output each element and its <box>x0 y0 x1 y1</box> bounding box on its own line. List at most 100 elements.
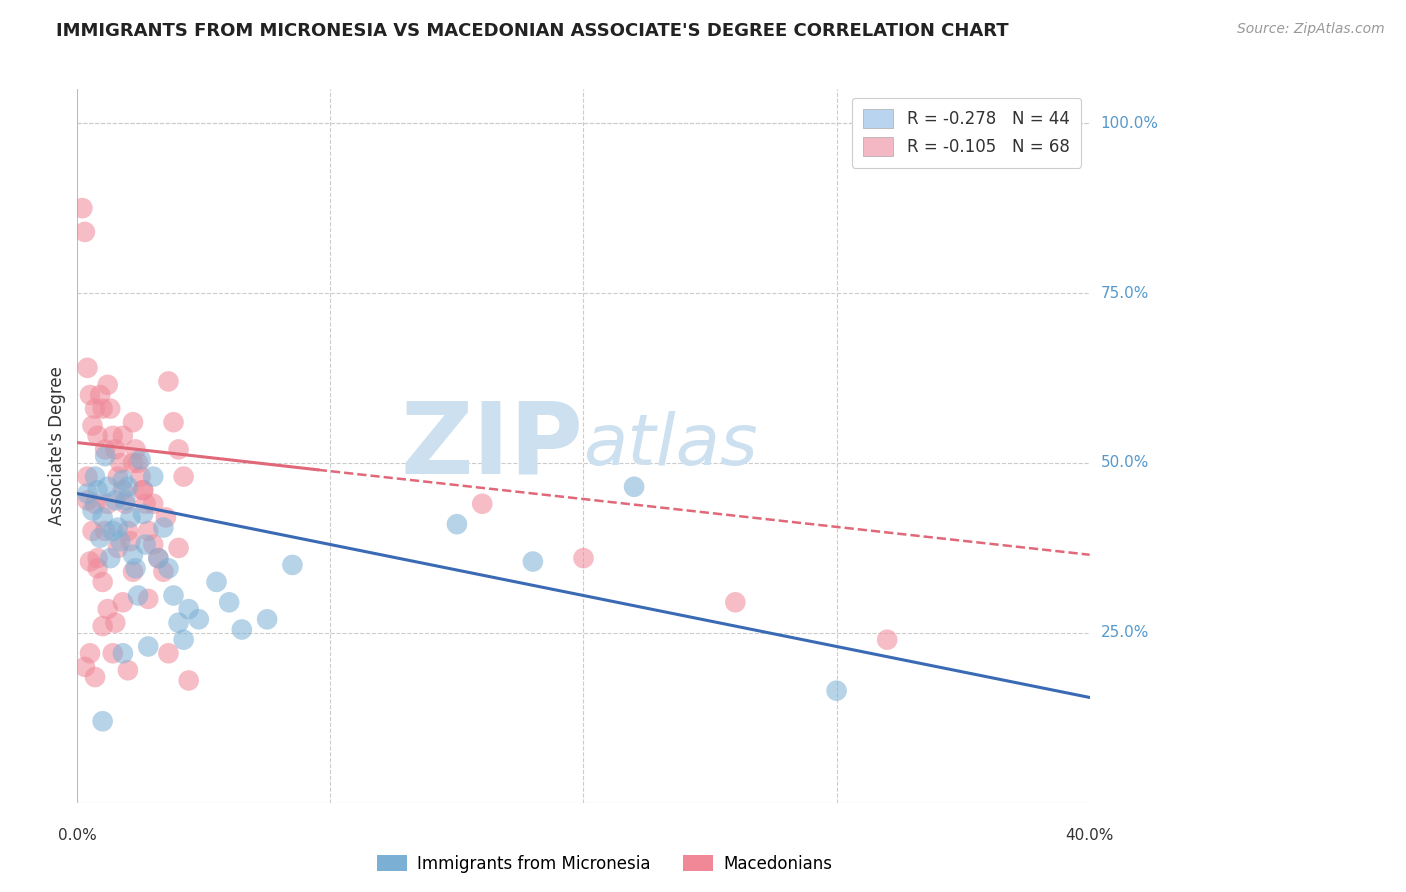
Point <box>98 551 121 566</box>
Point <box>124 442 146 457</box>
Point <box>110 456 132 470</box>
Point <box>162 415 184 429</box>
Point <box>111 429 134 443</box>
Point <box>104 493 127 508</box>
Point <box>127 589 149 603</box>
Point <box>281 558 304 572</box>
Point <box>82 524 104 538</box>
Point <box>157 646 180 660</box>
Point <box>101 646 124 660</box>
Point <box>82 503 104 517</box>
Text: atlas: atlas <box>583 411 758 481</box>
Point <box>157 375 180 389</box>
Point <box>110 534 132 549</box>
Point <box>155 510 177 524</box>
Point <box>117 480 139 494</box>
Point <box>167 615 190 630</box>
Point <box>142 497 165 511</box>
Point <box>572 551 595 566</box>
Point <box>142 537 165 551</box>
Point <box>117 524 139 538</box>
Point <box>122 415 145 429</box>
Point <box>162 589 184 603</box>
Point <box>79 555 101 569</box>
Point <box>122 456 145 470</box>
Point <box>94 524 117 538</box>
Point <box>76 469 98 483</box>
Text: 100.0%: 100.0% <box>1101 116 1159 131</box>
Point <box>84 670 107 684</box>
Point <box>173 469 195 483</box>
Point <box>152 565 174 579</box>
Point <box>876 632 898 647</box>
Point <box>136 640 159 654</box>
Point <box>101 524 124 538</box>
Point <box>89 388 111 402</box>
Point <box>84 469 107 483</box>
Point <box>471 497 494 511</box>
Point <box>86 561 108 575</box>
Point <box>94 449 117 463</box>
Point <box>122 548 145 562</box>
Point <box>97 480 120 494</box>
Point <box>111 483 134 498</box>
Point <box>73 660 96 674</box>
Point <box>91 619 114 633</box>
Point <box>111 646 134 660</box>
Text: 50.0%: 50.0% <box>1101 456 1149 470</box>
Point <box>84 401 107 416</box>
Point <box>111 473 134 487</box>
Point <box>73 225 96 239</box>
Point <box>120 510 142 524</box>
Point <box>167 541 190 555</box>
Point <box>124 561 146 575</box>
Point <box>79 388 101 402</box>
Point <box>82 418 104 433</box>
Point <box>446 517 468 532</box>
Point <box>148 551 170 566</box>
Point <box>148 551 170 566</box>
Point <box>623 480 645 494</box>
Point <box>724 595 747 609</box>
Point <box>79 646 101 660</box>
Point <box>167 442 190 457</box>
Point <box>132 483 155 498</box>
Point <box>114 493 136 508</box>
Point <box>129 452 152 467</box>
Point <box>76 493 98 508</box>
Text: Source: ZipAtlas.com: Source: ZipAtlas.com <box>1237 22 1385 37</box>
Text: 40.0%: 40.0% <box>1066 828 1114 843</box>
Point <box>136 524 159 538</box>
Text: IMMIGRANTS FROM MICRONESIA VS MACEDONIAN ASSOCIATE'S DEGREE CORRELATION CHART: IMMIGRANTS FROM MICRONESIA VS MACEDONIAN… <box>56 22 1010 40</box>
Point <box>86 429 108 443</box>
Point <box>136 591 159 606</box>
Legend: R = -0.278   N = 44, R = -0.105   N = 68: R = -0.278 N = 44, R = -0.105 N = 68 <box>852 97 1081 168</box>
Text: 75.0%: 75.0% <box>1101 285 1149 301</box>
Point <box>142 469 165 483</box>
Point <box>177 602 200 616</box>
Point <box>187 612 209 626</box>
Point <box>111 595 134 609</box>
Point <box>91 510 114 524</box>
Point <box>86 483 108 498</box>
Point <box>129 469 152 483</box>
Point <box>132 483 155 498</box>
Point <box>91 714 114 729</box>
Point <box>157 561 180 575</box>
Point <box>120 534 142 549</box>
Legend: Immigrants from Micronesia, Macedonians: Immigrants from Micronesia, Macedonians <box>370 848 839 880</box>
Point <box>231 623 253 637</box>
Point <box>97 497 120 511</box>
Point <box>98 401 121 416</box>
Point <box>107 469 129 483</box>
Text: ZIP: ZIP <box>401 398 583 494</box>
Point <box>152 520 174 534</box>
Point <box>94 442 117 457</box>
Point <box>114 497 136 511</box>
Point <box>173 632 195 647</box>
Point <box>86 551 108 566</box>
Point <box>256 612 278 626</box>
Text: 25.0%: 25.0% <box>1101 625 1149 640</box>
Point <box>104 615 127 630</box>
Point <box>89 531 111 545</box>
